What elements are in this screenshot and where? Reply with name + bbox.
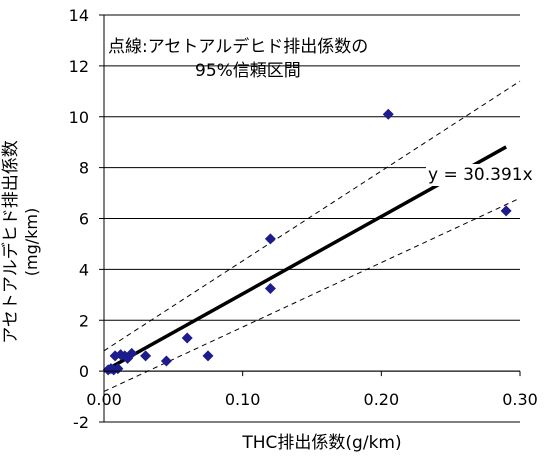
annotation-line-1: 点線:アセトアルデヒド排出係数の xyxy=(108,36,368,57)
regression-equation-label: y = 30.391x xyxy=(428,165,533,185)
x-tick-labels: 0.00 0.10 0.20 0.30 xyxy=(86,390,538,409)
x-tick-label: 0.20 xyxy=(364,390,400,409)
data-point xyxy=(160,355,172,367)
y-tick-label: 2 xyxy=(79,311,89,330)
data-point xyxy=(202,350,214,362)
y-tick-label: 4 xyxy=(79,260,89,279)
regression-line-group: y = 30.391x xyxy=(103,145,535,373)
gridlines xyxy=(104,14,520,372)
data-point xyxy=(382,108,394,120)
y-axis-title: アセトアルデヒド排出係数 xyxy=(0,140,21,344)
regression-equation-bg xyxy=(426,164,535,186)
y-axis-unit-text: (mg/km) xyxy=(22,208,41,276)
y-tick-label: -2 xyxy=(73,413,89,432)
y-tick-label: 10 xyxy=(69,108,89,127)
y-tick-label: 14 xyxy=(69,6,89,25)
x-tick-label: 0.10 xyxy=(225,390,261,409)
x-tick-label: 0.00 xyxy=(86,390,122,409)
x-axis-title: THC排出係数(g/km) xyxy=(241,433,401,453)
y-tick-label: 12 xyxy=(69,57,89,76)
data-point xyxy=(264,282,276,294)
y-tick-label: 6 xyxy=(79,210,89,229)
confidence-band-upper xyxy=(103,80,521,352)
y-tick-label: 0 xyxy=(79,362,89,381)
annotation-line-2: 95%信頼区間 xyxy=(195,61,301,81)
data-point xyxy=(500,205,512,217)
data-point xyxy=(126,347,138,359)
confidence-band xyxy=(103,80,521,392)
x-tick-label: 0.30 xyxy=(502,390,538,409)
data-point xyxy=(140,350,152,362)
confidence-band-lower xyxy=(103,197,521,392)
y-tick-label: 8 xyxy=(79,159,89,178)
data-point xyxy=(181,332,193,344)
axes xyxy=(99,14,521,423)
data-point xyxy=(264,233,276,245)
data-points xyxy=(102,108,512,376)
y-tick-labels: -2 0 2 4 6 8 10 12 14 xyxy=(69,6,89,432)
y-axis-title-text: アセトアルデヒド排出係数 xyxy=(0,140,21,344)
y-axis-unit: (mg/km) xyxy=(22,208,41,276)
